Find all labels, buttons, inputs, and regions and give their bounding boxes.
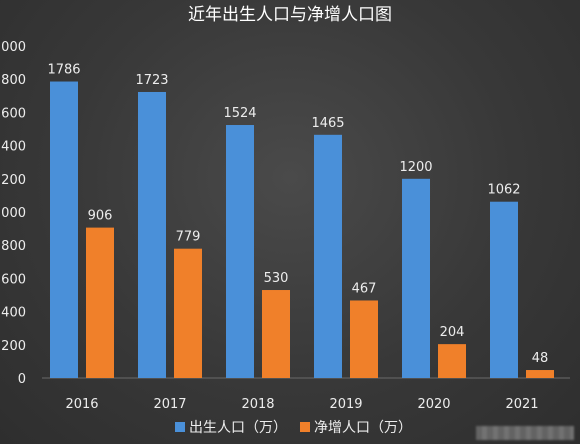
y-tick-label: 1600: [0, 106, 26, 121]
data-label: 48: [532, 351, 549, 366]
data-label: 1465: [311, 116, 344, 131]
data-label: 1062: [487, 183, 520, 198]
bar-net-growth: [174, 248, 202, 378]
x-tick-label: 2020: [417, 397, 450, 412]
legend-label: 出生人口（万）: [189, 420, 287, 436]
y-tick-label: 600: [1, 272, 26, 287]
y-tick-label: 2000: [0, 40, 26, 55]
data-label: 204: [440, 325, 465, 340]
data-label: 1723: [135, 73, 168, 88]
data-label: 1786: [47, 63, 80, 78]
watermark: [476, 426, 574, 440]
y-tick-label: 200: [1, 339, 26, 354]
legend-swatch: [175, 422, 185, 432]
data-label: 1524: [223, 106, 256, 121]
data-label: 467: [352, 281, 377, 296]
bar-births: [226, 125, 254, 379]
bar-births: [314, 134, 342, 378]
y-tick-label: 1200: [0, 173, 26, 188]
y-tick-label: 1400: [0, 140, 26, 155]
data-label: 530: [264, 271, 289, 286]
bars: [50, 81, 554, 379]
data-label: 1200: [399, 160, 432, 175]
bar-births: [50, 81, 78, 379]
y-tick-label: 1800: [0, 73, 26, 88]
legend-label: 净增人口（万）: [314, 420, 412, 436]
data-label: 779: [176, 230, 201, 245]
y-tick-label: 400: [1, 306, 26, 321]
bar-births: [138, 91, 166, 379]
bar-net-growth: [262, 290, 290, 378]
x-tick-label: 2018: [241, 397, 274, 412]
chart-title: 近年出生人口与净增人口图: [188, 5, 392, 25]
legend-swatch: [300, 422, 310, 432]
y-axis: 0 200 400 600 800 1000 1200 1400 1600 1800 2000: [0, 40, 570, 387]
bar-births: [402, 178, 430, 378]
bar-net-growth: [526, 370, 554, 378]
x-tick-label: 2021: [505, 397, 538, 412]
x-tick-label: 2017: [153, 397, 186, 412]
legend: 出生人口（万） 净增人口（万）: [175, 420, 412, 436]
bar-net-growth: [438, 344, 466, 378]
bar-births: [490, 201, 518, 378]
y-tick-label: 1000: [0, 206, 26, 221]
bar-net-growth: [86, 227, 114, 378]
data-labels: 1786 906 1723 779 1524 530 1465 467 1200 204 1062 4…: [47, 63, 548, 367]
y-tick-label: 800: [1, 239, 26, 254]
y-tick-label: 0: [18, 372, 26, 387]
data-label: 906: [88, 209, 113, 224]
x-axis: 2016 2017 2018 2019 2020 2021: [65, 397, 538, 412]
x-tick-label: 2016: [65, 397, 98, 412]
bar-net-growth: [350, 300, 378, 378]
x-tick-label: 2019: [329, 397, 362, 412]
